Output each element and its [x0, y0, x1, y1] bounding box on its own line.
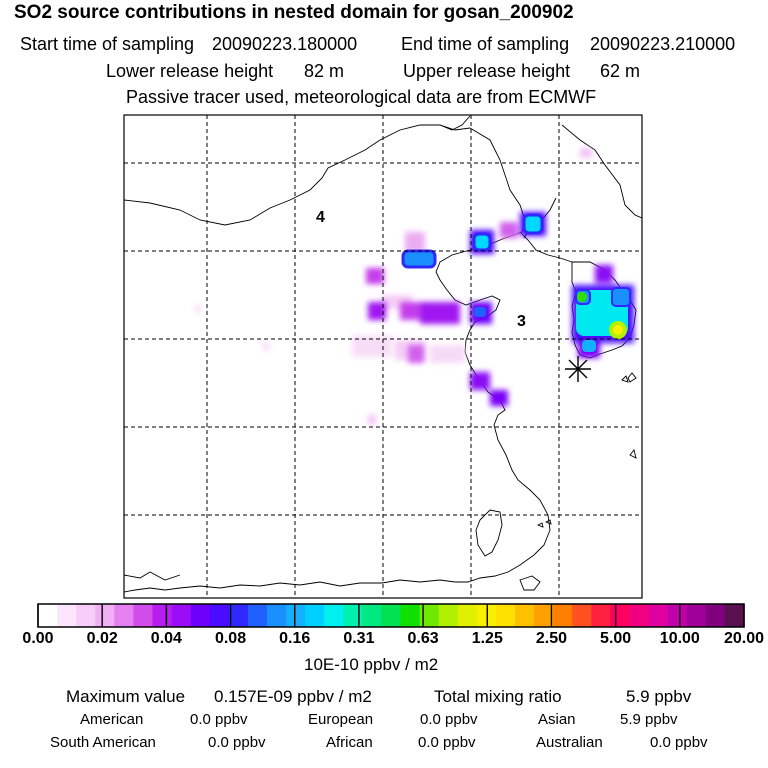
map-frame	[123, 114, 643, 599]
plume-field	[195, 148, 634, 425]
tracer-note: Passive tracer used, meteorological data…	[126, 87, 597, 107]
colorbar-swatch	[95, 604, 115, 627]
colorbar-swatch	[438, 604, 459, 627]
region-american-label: American	[80, 711, 144, 728]
start-time-value: 20090223.180000	[212, 34, 358, 54]
colorbar	[37, 603, 745, 628]
colorbar-swatch	[152, 604, 172, 627]
upper-release-value: 62 m	[600, 61, 641, 81]
region-european-value: 0.0 ppbv	[420, 711, 478, 728]
colorbar-tick-label: 5.00	[600, 630, 632, 647]
region-african-label: African	[326, 734, 373, 751]
colorbar-swatch	[457, 604, 478, 627]
colorbar-swatch	[343, 604, 363, 627]
colorbar-swatch	[572, 604, 592, 627]
graticule	[124, 115, 642, 598]
region-australian-label: Australian	[536, 734, 603, 751]
end-time-value: 20090223.210000	[590, 34, 736, 54]
colorbar-swatch	[648, 604, 669, 627]
colorbar-tick-label: 0.63	[407, 630, 439, 647]
colorbar-swatch	[400, 604, 421, 627]
colorbar-swatch	[495, 604, 516, 627]
colorbar-swatch	[419, 604, 440, 627]
colorbar-swatch	[286, 604, 306, 627]
colorbar-swatch	[667, 604, 688, 627]
colorbar-swatch	[381, 604, 401, 627]
colorbar-swatch	[610, 604, 630, 627]
colorbar-tick-label: 0.04	[150, 630, 182, 647]
region-label-4: 4	[316, 209, 325, 226]
region-european-label: European	[308, 711, 374, 728]
colorbar-swatch	[705, 604, 726, 627]
total-mixing-label: Total mixing ratio	[434, 687, 562, 706]
colorbar-tick-label: 0.00	[22, 630, 54, 647]
colorbar-swatch	[76, 604, 96, 627]
colorbar-swatch	[305, 604, 325, 627]
colorbar-tick-label: 10.00	[659, 630, 700, 647]
region-label-3: 3	[517, 313, 526, 330]
start-time-label: Start time of sampling	[20, 34, 195, 54]
page-title: SO2 source contributions in nested domai…	[14, 2, 574, 23]
colorbar-swatch	[190, 604, 211, 627]
colorbar-swatch	[57, 604, 77, 627]
colorbar-tick-label: 1.25	[471, 630, 503, 647]
colorbar-swatch	[324, 604, 344, 627]
colorbar-tick-label: 0.02	[86, 630, 118, 647]
colorbar-swatch	[114, 604, 134, 627]
region-australian-value: 0.0 ppbv	[650, 734, 708, 751]
region-south-american-value: 0.0 ppbv	[208, 734, 266, 751]
colorbar-swatch	[228, 604, 249, 627]
region-south-american-label: South American	[50, 734, 156, 751]
colorbar-swatch	[247, 604, 268, 627]
colorbar-swatch	[686, 604, 707, 627]
colorbar-swatch	[38, 604, 58, 627]
colorbar-swatch	[534, 604, 554, 627]
colorbar-swatch	[591, 604, 611, 627]
region-african-value: 0.0 ppbv	[418, 734, 476, 751]
lower-release-value: 82 m	[304, 61, 345, 81]
colorbar-tick-label: 20.00	[723, 630, 765, 647]
colorbar-swatch	[362, 604, 382, 627]
lower-release-label: Lower release height	[106, 61, 274, 81]
colorbar-swatch	[724, 604, 745, 627]
colorbar-swatch	[629, 604, 649, 627]
colorbar-unit: 10E-10 ppbv / m2	[304, 655, 439, 674]
colorbar-swatch	[209, 604, 230, 627]
colorbar-tick-label: 0.08	[214, 630, 247, 647]
region-asian-label: Asian	[538, 711, 576, 728]
colorbar-swatch	[171, 604, 192, 627]
upper-release-label: Upper release height	[403, 61, 571, 81]
end-time-label: End time of sampling	[401, 34, 570, 54]
colorbar-swatch	[133, 604, 153, 627]
region-american-value: 0.0 ppbv	[190, 711, 248, 728]
colorbar-tick-label: 0.31	[343, 630, 375, 647]
total-mixing-value: 5.9 ppbv	[626, 687, 692, 706]
colorbar-swatch	[515, 604, 535, 627]
colorbar-tick-label: 2.50	[535, 630, 568, 647]
colorbar-tick-label: 0.16	[279, 630, 311, 647]
asterisk-icon	[565, 356, 591, 382]
colorbar-swatch	[266, 604, 287, 627]
max-value-label: Maximum value	[66, 687, 186, 706]
colorbar-swatch	[553, 604, 573, 627]
region-asian-value: 5.9 ppbv	[620, 711, 678, 728]
max-value: 0.157E-09 ppbv / m2	[214, 687, 372, 706]
